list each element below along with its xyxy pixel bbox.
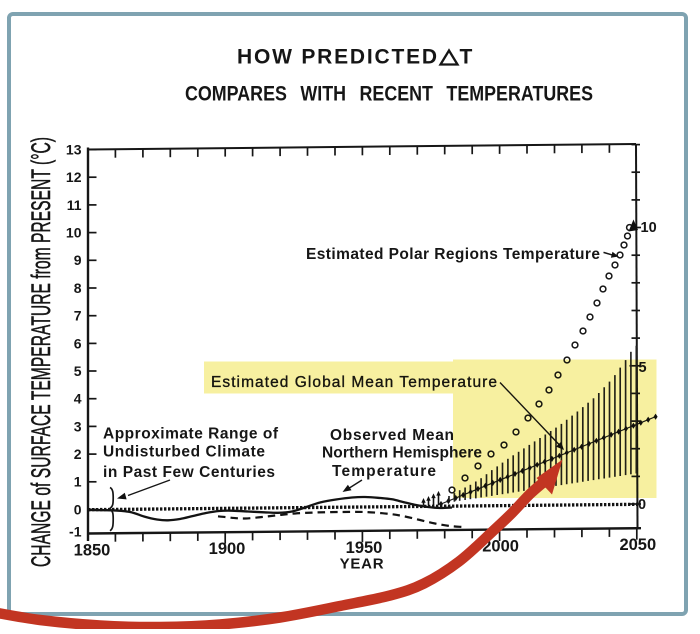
svg-text:HOW PREDICTED: HOW PREDICTED bbox=[237, 46, 439, 69]
svg-text:11: 11 bbox=[67, 197, 82, 213]
svg-text:COMPARES WITH RECENT TEMPERATU: COMPARES WITH RECENT TEMPERATURES bbox=[185, 83, 593, 106]
svg-text:2000: 2000 bbox=[482, 538, 519, 556]
svg-text:-1: -1 bbox=[69, 524, 82, 540]
svg-text:0: 0 bbox=[74, 501, 82, 517]
svg-text:9: 9 bbox=[74, 252, 82, 268]
svg-text:1: 1 bbox=[74, 474, 82, 490]
svg-text:1950: 1950 bbox=[346, 539, 383, 557]
svg-text:in Past Few Centuries: in Past Few Centuries bbox=[103, 464, 275, 481]
svg-text:3: 3 bbox=[74, 418, 82, 434]
svg-text:10: 10 bbox=[641, 220, 657, 236]
svg-text:10: 10 bbox=[66, 225, 82, 241]
svg-text:CHANGE of SURFACE TEMPERATURE: CHANGE of SURFACE TEMPERATURE from PRESE… bbox=[26, 137, 56, 567]
svg-text:13: 13 bbox=[66, 141, 82, 157]
svg-text:Estimated Polar Regions Temper: Estimated Polar Regions Temperature bbox=[306, 246, 600, 263]
svg-text:6: 6 bbox=[74, 335, 82, 351]
svg-text:4: 4 bbox=[74, 391, 82, 407]
svg-text:2: 2 bbox=[74, 446, 82, 462]
svg-text:7: 7 bbox=[74, 308, 82, 324]
svg-text:12: 12 bbox=[66, 169, 82, 185]
svg-text:Temperature: Temperature bbox=[332, 463, 436, 480]
svg-text:5: 5 bbox=[74, 363, 82, 379]
svg-text:Undisturbed Climate: Undisturbed Climate bbox=[103, 444, 265, 461]
svg-text:8: 8 bbox=[74, 280, 82, 296]
svg-text:1850: 1850 bbox=[74, 542, 111, 560]
svg-text:T: T bbox=[460, 46, 473, 69]
svg-text:0: 0 bbox=[638, 497, 646, 513]
svg-text:Observed Mean: Observed Mean bbox=[330, 427, 454, 444]
svg-text:1900: 1900 bbox=[209, 540, 246, 558]
svg-text:Northern Hemisphere: Northern Hemisphere bbox=[322, 445, 482, 462]
svg-text:2050: 2050 bbox=[619, 536, 656, 554]
svg-text:Approximate Range of: Approximate Range of bbox=[103, 426, 279, 443]
svg-text:YEAR: YEAR bbox=[340, 556, 385, 573]
